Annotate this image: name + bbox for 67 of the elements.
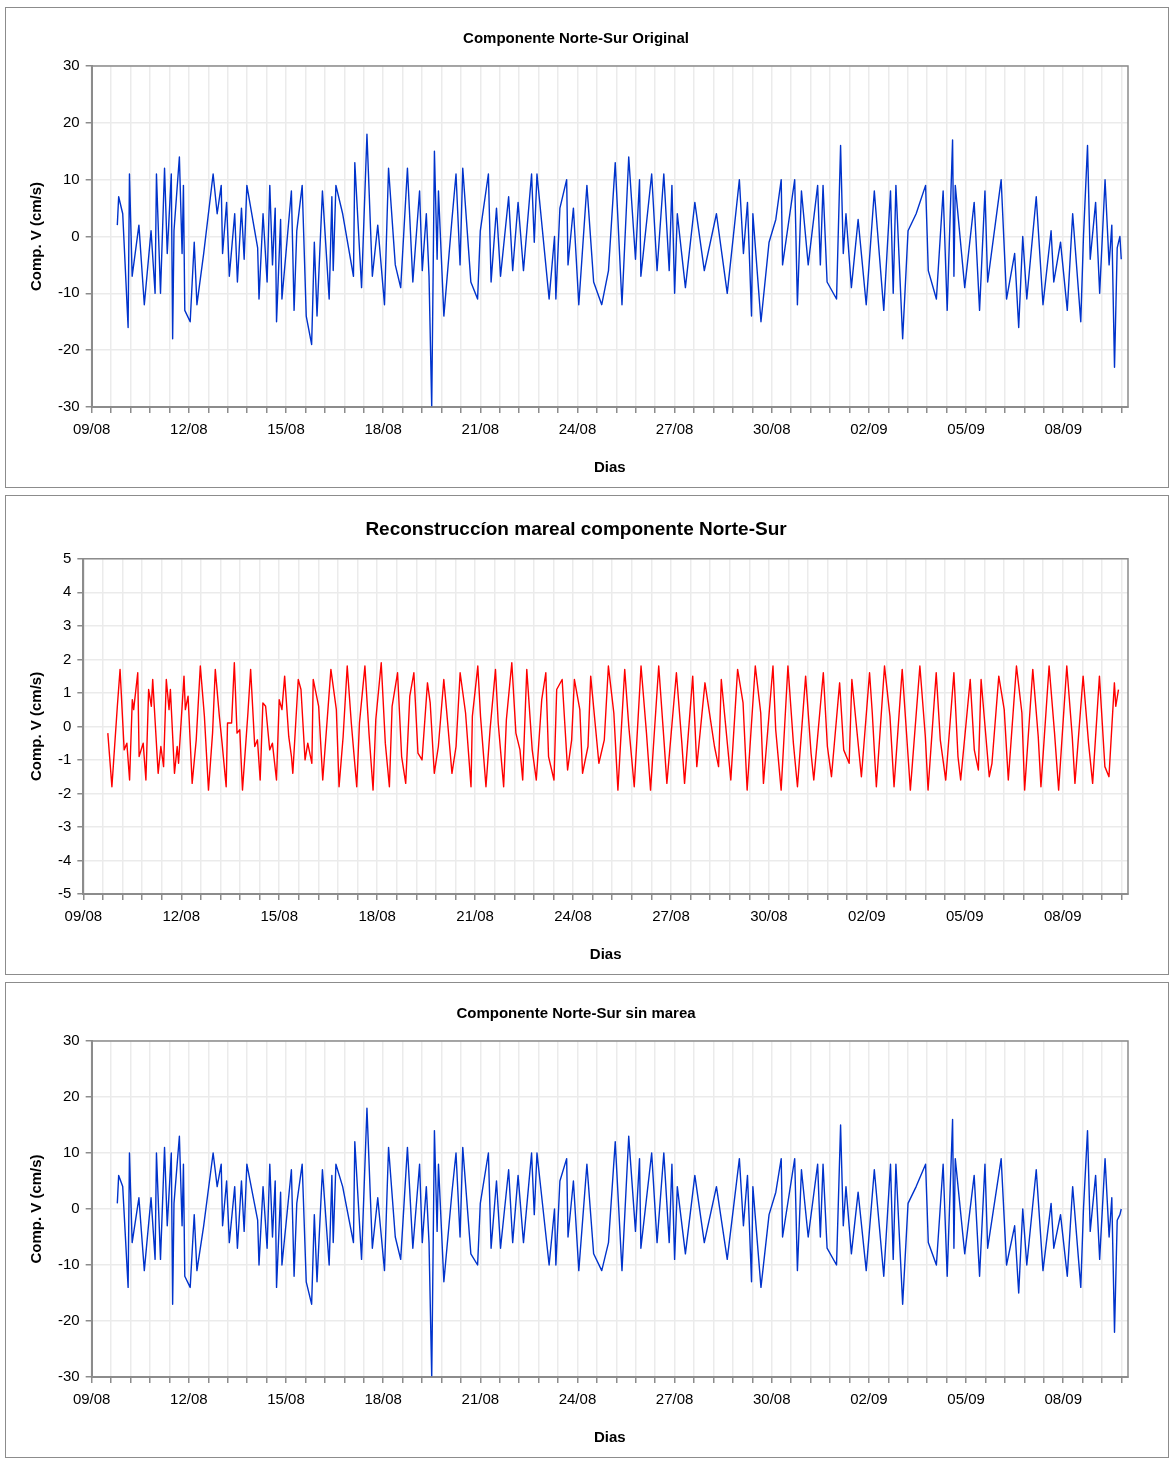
x-tick-label: 18/08 — [364, 1390, 402, 1408]
y-tick-label: -10 — [57, 283, 80, 301]
x-tick-label: 21/08 — [461, 1390, 500, 1408]
y-tick-label: -1 — [57, 750, 72, 768]
x-tick-label: 30/08 — [750, 907, 788, 925]
y-tick-label: 0 — [71, 1199, 80, 1217]
y-tick-label: 30 — [62, 56, 80, 74]
x-tick-label: 24/08 — [558, 1390, 597, 1408]
x-tick-label: 21/08 — [456, 907, 494, 925]
x-tick-label: 08/09 — [1044, 420, 1082, 438]
x-tick-label: 24/08 — [558, 420, 597, 438]
x-tick-label: 15/08 — [260, 907, 298, 925]
y-tick-label: 20 — [62, 1087, 80, 1105]
x-tick-label: 15/08 — [267, 1390, 305, 1408]
y-tick-label: 1 — [62, 683, 72, 701]
x-tick-label: 30/08 — [752, 420, 791, 438]
y-tick-label: -5 — [57, 884, 72, 902]
y-tick-label: 30 — [62, 1031, 80, 1049]
x-tick-label: 02/09 — [850, 420, 888, 438]
x-tick-label: 05/09 — [947, 420, 985, 438]
chart-title: Componente Norte-Sur sin marea — [456, 1004, 697, 1022]
x-tick-label: 12/08 — [162, 907, 201, 925]
y-tick-label: 0 — [62, 716, 72, 734]
x-tick-label: 18/08 — [358, 907, 396, 925]
x-tick-label: 27/08 — [655, 1390, 694, 1408]
y-axis-title: Comp. V (cm/s) — [27, 671, 45, 781]
x-tick-label: 27/08 — [655, 420, 694, 438]
y-tick-label: 4 — [62, 582, 72, 600]
y-axis-title: Comp. V (cm/s) — [27, 1154, 45, 1264]
y-tick-label: 10 — [62, 169, 80, 187]
y-axis-title: Comp. V (cm/s) — [27, 181, 45, 292]
x-tick-label: 09/08 — [72, 420, 111, 438]
x-tick-label: 02/09 — [848, 907, 886, 925]
x-tick-label: 08/09 — [1043, 907, 1082, 925]
y-tick-label: 20 — [62, 112, 80, 130]
y-tick-label: -3 — [57, 817, 72, 835]
x-tick-label: 12/08 — [170, 1390, 208, 1408]
y-tick-label: -4 — [57, 850, 72, 868]
y-tick-label: 0 — [71, 226, 80, 244]
x-tick-label: 09/08 — [64, 907, 103, 925]
x-tick-label: 15/08 — [267, 420, 305, 438]
x-tick-label: 18/08 — [364, 420, 402, 438]
y-tick-label: -10 — [57, 1255, 80, 1273]
x-tick-label: 05/09 — [947, 1390, 985, 1408]
y-tick-label: 5 — [62, 548, 72, 566]
x-tick-label: 08/09 — [1044, 1390, 1082, 1408]
y-tick-label: -30 — [57, 397, 80, 415]
x-axis-title: Dias — [594, 1428, 626, 1446]
y-tick-label: -30 — [57, 1367, 80, 1385]
y-tick-label: 3 — [62, 615, 72, 633]
x-axis-title: Dias — [594, 458, 626, 476]
x-tick-label: 21/08 — [461, 420, 500, 438]
y-tick-label: 10 — [62, 1143, 80, 1161]
chart-title: Reconstruccíon mareal componente Norte-Sur — [365, 517, 788, 539]
x-tick-label: 09/08 — [72, 1390, 111, 1408]
x-tick-label: 05/09 — [946, 907, 984, 925]
y-tick-label: -2 — [57, 783, 72, 801]
x-tick-label: 30/08 — [752, 1390, 791, 1408]
y-tick-label: -20 — [57, 340, 80, 358]
x-tick-label: 12/08 — [170, 420, 208, 438]
chart-title: Componente Norte-Sur Original — [463, 29, 689, 47]
x-tick-label: 27/08 — [652, 907, 690, 925]
y-tick-label: -20 — [57, 1311, 80, 1329]
x-tick-label: 24/08 — [554, 907, 592, 925]
x-tick-label: 02/09 — [850, 1390, 888, 1408]
y-tick-label: 2 — [62, 649, 72, 667]
x-axis-title: Dias — [589, 945, 622, 963]
